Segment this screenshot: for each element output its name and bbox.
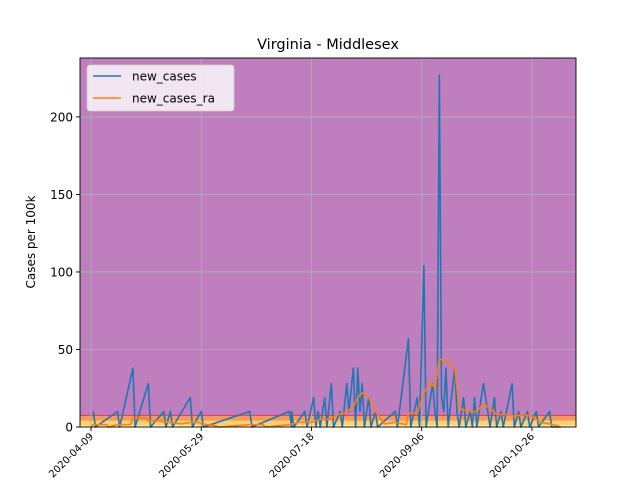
y-tick-label: 150 xyxy=(50,188,73,202)
y-tick-label: 100 xyxy=(50,265,73,279)
series-line-new_cases_ra xyxy=(90,357,561,428)
y-tick-label: 200 xyxy=(50,110,73,124)
legend-label-new_cases_ra: new_cases_ra xyxy=(132,92,215,106)
legend-label-new_cases: new_cases xyxy=(132,70,197,84)
legend-box xyxy=(86,64,235,112)
legend: new_cases new_cases_ra xyxy=(86,64,235,112)
axes-frame xyxy=(79,57,577,428)
background-band-4 xyxy=(80,58,576,415)
chart-title: Virginia - Middlesex xyxy=(257,37,399,53)
y-tick-label: 50 xyxy=(58,343,73,357)
background-band-0 xyxy=(80,425,576,427)
plot-area xyxy=(76,57,577,431)
y-axis-label: Cases per 100k xyxy=(24,195,38,288)
y-tick-label: 0 xyxy=(65,421,73,435)
